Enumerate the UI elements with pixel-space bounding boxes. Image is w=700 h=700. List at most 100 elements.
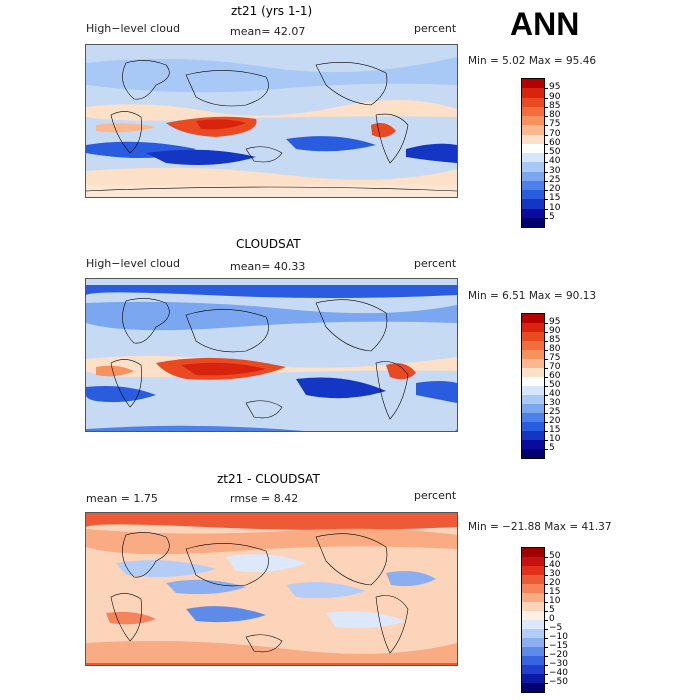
colorbar-tick xyxy=(544,647,548,648)
colorbar-tick xyxy=(544,332,548,333)
colorbar-tick-label: −5 xyxy=(549,623,563,633)
colorbar-tick-label: 25 xyxy=(549,174,561,185)
colorbar-tick xyxy=(544,620,548,621)
colorbar-tick-label: 50 xyxy=(549,551,561,561)
colorbar-tick-label: 30 xyxy=(549,398,561,408)
colorbar-swatch xyxy=(522,106,544,117)
colorbar-tick-label: 5 xyxy=(549,211,555,222)
colorbar-swatch xyxy=(522,647,544,656)
colorbar-tick-label: −20 xyxy=(549,650,568,660)
colorbar-tick-label: −10 xyxy=(549,632,568,642)
colorbar-tick-label: −30 xyxy=(549,659,568,669)
colorbar-tick-label: 20 xyxy=(549,416,561,426)
colorbar-swatch xyxy=(522,341,544,350)
units-label: percent xyxy=(414,489,457,502)
colorbar-swatch xyxy=(522,440,544,449)
colorbar-tick-label: 10 xyxy=(549,202,561,213)
colorbar-swatch xyxy=(522,575,544,584)
colorbar-tick-label: −15 xyxy=(549,641,568,651)
colorbar-swatch xyxy=(522,79,544,89)
rmse-label: rmse = 8.42 xyxy=(230,492,299,505)
colorbar-tick xyxy=(544,377,548,378)
colorbar-tick xyxy=(544,404,548,405)
colorbar-swatch xyxy=(522,199,544,210)
colorbar-swatch xyxy=(522,88,544,99)
map-model xyxy=(85,44,458,198)
colorbar-diff xyxy=(521,547,548,693)
colorbar-tick xyxy=(544,440,548,441)
colorbar-tick xyxy=(544,88,548,90)
colorbar-swatch xyxy=(522,153,544,163)
colorbar-tick xyxy=(544,180,548,182)
variable-label: High−level cloud xyxy=(86,257,180,270)
colorbar-tick-label: −50 xyxy=(549,677,568,687)
colorbar-swatch xyxy=(522,116,544,126)
colorbar-tick xyxy=(544,171,548,173)
colorbar-swatch xyxy=(522,190,544,200)
colorbar-swatch xyxy=(522,566,544,575)
colorbar-tick-label: 25 xyxy=(549,407,561,417)
colorbar-tick-label: 15 xyxy=(549,193,561,204)
colorbar-tick-label: 75 xyxy=(549,119,561,130)
panel-title-diff: zt21 - CLOUDSAT xyxy=(217,472,320,486)
colorbar-tick-label: 40 xyxy=(549,560,561,570)
colorbar-tick-label: 90 xyxy=(549,326,561,336)
colorbar-swatch xyxy=(522,350,544,359)
colorbar-tick xyxy=(544,134,548,136)
colorbar-tick xyxy=(544,638,548,639)
colorbar-tick xyxy=(544,97,548,99)
colorbar-swatch xyxy=(522,125,544,136)
colorbar-tick xyxy=(544,431,548,432)
colorbar-tick-label: 20 xyxy=(549,578,561,588)
colorbar-swatch xyxy=(522,674,544,683)
colorbar-tick xyxy=(544,359,548,360)
colorbar-tick xyxy=(544,629,548,630)
colorbar-swatch xyxy=(522,217,544,228)
colorbar-swatch xyxy=(522,395,544,404)
map-model-svg xyxy=(86,45,457,197)
min-max-stats: Min = 5.02 Max = 95.46 xyxy=(468,55,597,67)
panel-title-obs: CLOUDSAT xyxy=(236,237,301,251)
colorbar-tick xyxy=(544,106,548,108)
colorbar-tick-label: 40 xyxy=(549,389,561,399)
min-max-stats: Min = −21.88 Max = 41.37 xyxy=(468,521,612,533)
colorbar-tick-label: 60 xyxy=(549,371,561,381)
colorbar-tick xyxy=(544,593,548,594)
colorbar-swatch xyxy=(522,449,544,458)
map-obs xyxy=(85,278,458,432)
panel-title-model: zt21 (yrs 1-1) xyxy=(231,4,313,18)
colorbar-swatch xyxy=(522,548,544,557)
colorbar-tick xyxy=(544,557,548,558)
colorbar-tick-label: 85 xyxy=(549,335,561,345)
colorbar-tick xyxy=(544,199,548,201)
colorbar-tick xyxy=(544,386,548,387)
colorbar-swatch xyxy=(522,620,544,629)
colorbar-tick xyxy=(544,125,548,127)
map-diff xyxy=(85,512,458,666)
colorbar-swatch xyxy=(522,134,544,145)
colorbar-tick xyxy=(544,422,548,423)
colorbar-tick xyxy=(544,350,548,351)
colorbar-tick-label: 20 xyxy=(549,184,561,194)
colorbar-tick-label: 80 xyxy=(549,110,561,120)
colorbar-tick xyxy=(544,566,548,567)
colorbar-tick-label: 0 xyxy=(549,614,555,624)
colorbar-swatch xyxy=(522,665,544,674)
colorbar-tick-label: 60 xyxy=(549,137,561,148)
colorbar-swatch xyxy=(522,323,544,332)
colorbar-swatch xyxy=(522,359,544,368)
colorbar-swatch xyxy=(522,143,544,154)
colorbar-tick xyxy=(544,208,548,210)
colorbar-tick-label: 95 xyxy=(549,82,561,93)
colorbar-tick xyxy=(544,368,548,369)
mean-label: mean = 1.75 xyxy=(86,492,158,505)
colorbar-swatch xyxy=(522,656,544,665)
variable-label: High−level cloud xyxy=(86,22,180,35)
min-max-stats: Min = 6.51 Max = 90.13 xyxy=(468,290,597,302)
units-label: percent xyxy=(414,257,457,270)
colorbar-tick-label: 80 xyxy=(549,344,561,354)
colorbar-swatch xyxy=(522,377,544,386)
colorbar-tick xyxy=(544,341,548,342)
colorbar-tick xyxy=(544,656,548,657)
colorbar-swatch xyxy=(522,584,544,593)
